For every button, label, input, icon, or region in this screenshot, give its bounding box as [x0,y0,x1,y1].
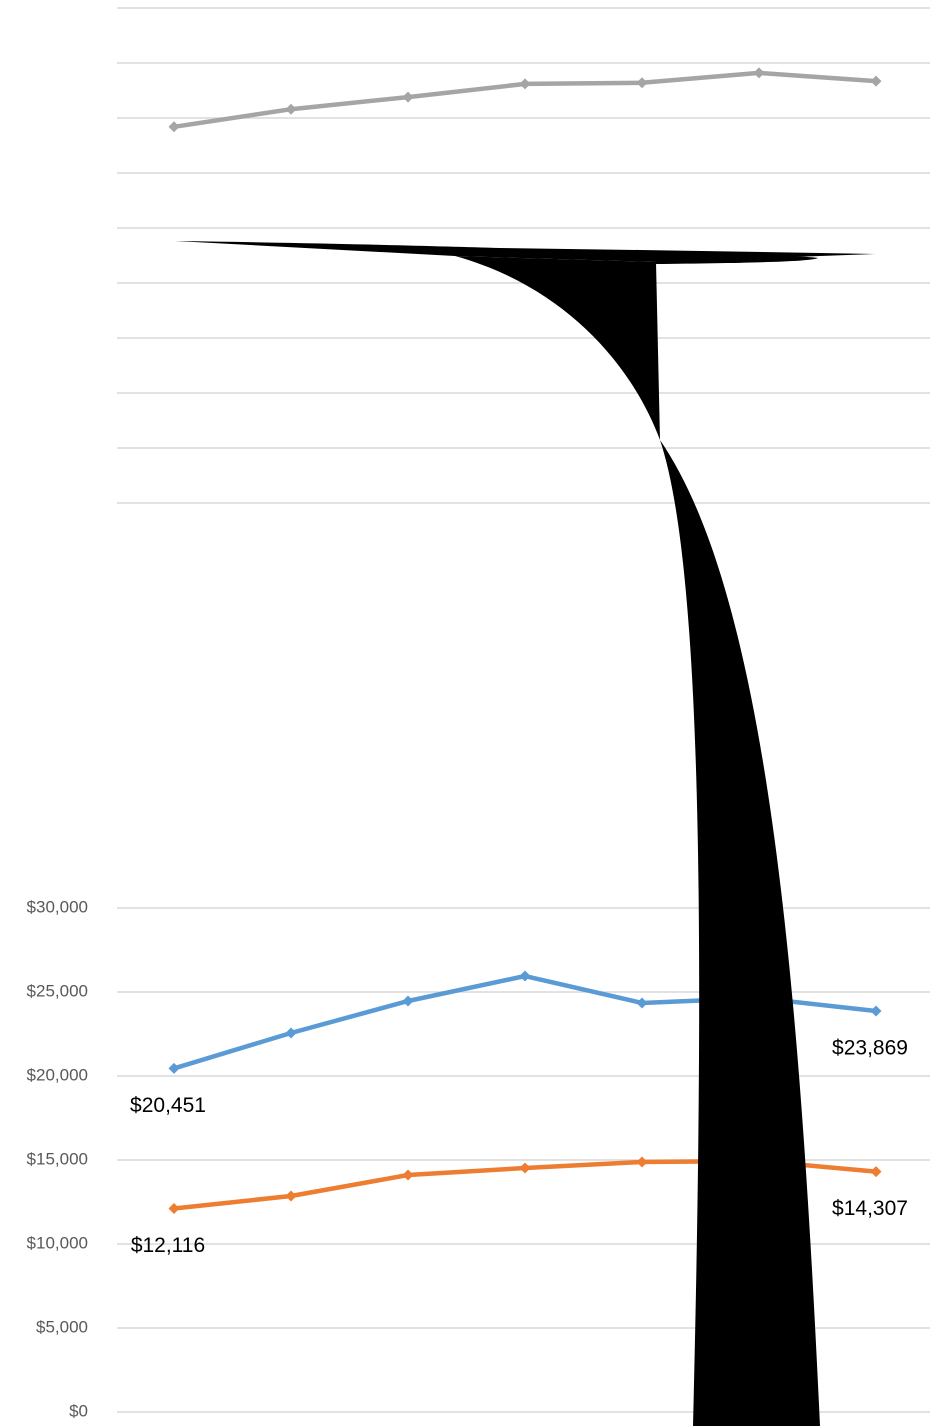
y-tick-label: $25,000 [27,981,88,1000]
artifact-blob [656,256,818,264]
marker [402,995,414,1007]
marker [402,1169,414,1181]
marker [168,1062,180,1074]
y-tick-label: $10,000 [27,1233,88,1252]
marker [636,997,648,1009]
marker [285,1027,297,1039]
artifact-wedge [455,256,820,1426]
label-layer: $0 $5,000 $10,000 $15,000 $20,000 $25,000 $30,… [27,897,908,1420]
marker [636,77,648,89]
y-tick-label: $5,000 [36,1317,88,1336]
marker [519,78,531,90]
data-label: $12,116 [131,1234,205,1257]
marker [870,1005,882,1017]
marker [285,1190,297,1202]
artifact-sliver [175,241,875,262]
data-label: $14,307 [832,1197,908,1220]
y-tick-label: $20,000 [27,1065,88,1084]
marker [168,121,180,133]
marker [753,67,765,79]
marker [168,1202,180,1214]
y-tick-label: $15,000 [27,1149,88,1168]
marker [519,970,531,982]
data-label: $20,451 [130,1094,206,1117]
y-tick-label: $0 [69,1401,88,1420]
black-artifact [175,241,875,1426]
y-tick-label: $30,000 [27,897,88,916]
marker [636,1156,648,1168]
marker [870,75,882,87]
data-label: $23,869 [832,1037,908,1060]
marker [870,1166,882,1178]
marker [402,91,414,103]
marker [519,1162,531,1174]
marker [285,103,297,115]
